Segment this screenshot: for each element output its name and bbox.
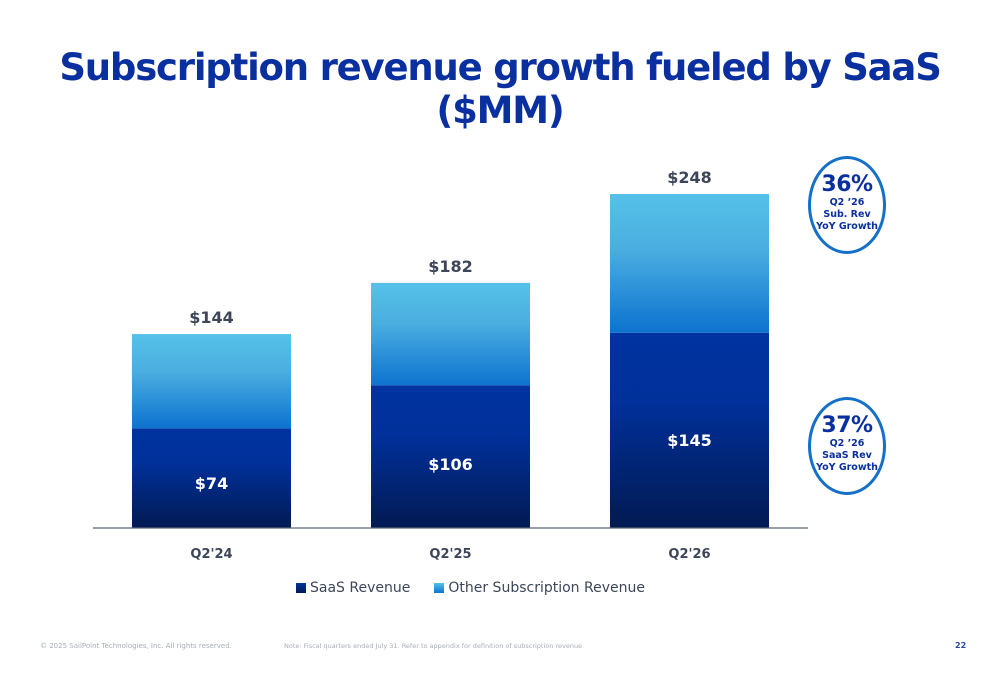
bar-saas-revenue	[132, 428, 291, 528]
total-data-label: $182	[428, 257, 473, 276]
total-data-label: $144	[189, 308, 234, 327]
legend-swatch-other	[434, 583, 445, 593]
legend-swatch-saas	[296, 583, 306, 593]
bar-other-subscription-revenue	[610, 194, 769, 333]
footnote-text: Note: Fiscal quarters ended July 31. Ref…	[284, 642, 583, 650]
x-tick-label: Q2'26	[668, 547, 710, 562]
callout-saas-rev-growth: 37% Q2 ’26 SaaS Rev YoY Growth	[808, 397, 886, 495]
saas-data-label: $145	[667, 431, 712, 450]
saas-data-label: $74	[195, 474, 228, 493]
bar-saas-revenue	[610, 332, 769, 528]
x-tick-label: Q2'25	[429, 547, 471, 562]
callout-pct: 36%	[821, 172, 873, 197]
copyright-text: © 2025 SailPoint Technologies, Inc. All …	[40, 642, 232, 650]
legend-item-other: Other Subscription Revenue	[434, 580, 645, 596]
slide-title: Subscription revenue growth fueled by Sa…	[59, 46, 942, 132]
legend-label: Other Subscription Revenue	[448, 580, 645, 596]
callout-line: Q2 ’26	[829, 197, 865, 208]
total-data-label: $248	[667, 168, 712, 187]
callout-line: YoY Growth	[816, 462, 878, 473]
bar-saas-revenue	[371, 385, 530, 528]
x-tick-label: Q2'24	[190, 547, 232, 562]
callout-sub-rev-growth: 36% Q2 ’26 Sub. Rev YoY Growth	[808, 156, 886, 254]
bar-other-subscription-revenue	[132, 334, 291, 429]
callout-line: Q2 ’26	[829, 438, 865, 449]
callout-line: YoY Growth	[816, 221, 878, 232]
chart-legend: SaaS Revenue Other Subscription Revenue	[296, 580, 669, 596]
bar-other-subscription-revenue	[371, 282, 530, 386]
legend-label: SaaS Revenue	[310, 580, 411, 596]
page-number: 22	[955, 641, 967, 650]
saas-data-label: $106	[428, 455, 473, 474]
callout-line: Sub. Rev	[823, 209, 871, 220]
legend-item-saas: SaaS Revenue	[296, 580, 410, 596]
callout-line: SaaS Rev	[822, 450, 872, 461]
callout-pct: 37%	[821, 413, 873, 438]
